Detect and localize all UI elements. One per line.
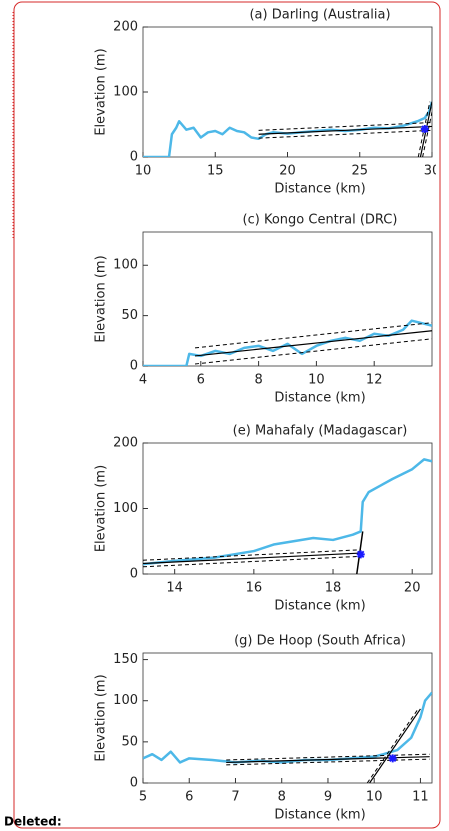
chart-panel: 10 15 20 25 30 0 100 200 (a) Darling (Australia)… [94, 8, 441, 197]
bound-line [194, 338, 432, 365]
x-tick-label: 15 [207, 164, 224, 179]
chart-panel: 4 6 8 10 12 0 50 100 (c) Kongo Central (DRC) Dist… [94, 213, 433, 406]
x-tick-label: 18 [325, 581, 342, 596]
y-tick-label: 0 [130, 359, 138, 374]
elevation-line [143, 691, 432, 764]
plot-data [143, 319, 432, 366]
x-axis-label: Distance (km) [274, 808, 365, 823]
y-tick-label: 50 [121, 734, 138, 749]
break-point [388, 754, 397, 763]
chart-title: (g) De Hoop (South Africa) [234, 634, 406, 649]
bound-line [194, 322, 432, 349]
y-tick-label: 200 [113, 20, 138, 35]
fit-line [369, 708, 421, 783]
chart-panel: 5 6 7 8 9 10 11 0 50 100 150 (g) De Hoop (South Afr… [94, 634, 433, 823]
x-tick-label: 10 [366, 790, 383, 805]
plot-data [143, 458, 432, 574]
bound-line [143, 555, 361, 568]
x-tick-label: 14 [166, 581, 183, 596]
y-axis-label: Elevation (m) [94, 674, 109, 761]
x-axis-label: Distance (km) [274, 599, 365, 614]
elevation-line [143, 319, 432, 366]
bound-line [226, 753, 430, 761]
bound-line [366, 708, 419, 783]
bound-line [258, 129, 432, 139]
x-tick-label: 5 [139, 790, 147, 805]
break-point [420, 125, 429, 134]
y-tick-label: 150 [113, 652, 138, 667]
y-axis-label: Elevation (m) [94, 48, 109, 135]
y-tick-label: 100 [113, 85, 138, 100]
y-tick-label: 100 [113, 258, 138, 273]
x-tick-label: 10 [135, 164, 152, 179]
plot-data [143, 691, 432, 783]
y-tick-label: 0 [130, 776, 138, 791]
bound-line [143, 549, 361, 561]
y-tick-label: 100 [113, 693, 138, 708]
plot-area [142, 652, 433, 784]
plot-area [142, 442, 433, 575]
x-tick-label: 8 [278, 790, 286, 805]
y-tick-label: 200 [113, 436, 138, 451]
chart-title: (a) Darling (Australia) [249, 8, 390, 23]
fit-line [143, 552, 361, 565]
x-tick-label: 30 [424, 164, 441, 179]
y-axis-label: Elevation (m) [94, 255, 109, 342]
x-tick-label: 6 [197, 373, 205, 388]
x-tick-label: 9 [324, 790, 332, 805]
bound-line [258, 122, 432, 131]
elevation-line [143, 458, 432, 566]
plot-area [142, 26, 433, 158]
y-tick-label: 50 [121, 308, 138, 323]
fit-line [194, 330, 432, 357]
x-tick-label: 20 [279, 164, 296, 179]
y-tick-label: 0 [130, 567, 138, 582]
x-tick-label: 25 [351, 164, 368, 179]
x-tick-label: 6 [185, 790, 193, 805]
x-tick-label: 12 [366, 373, 383, 388]
chart-title: (c) Kongo Central (DRC) [243, 213, 398, 228]
x-tick-label: 11 [412, 790, 429, 805]
x-tick-label: 8 [254, 373, 262, 388]
x-tick-label: 16 [246, 581, 263, 596]
change-box [13, 1, 441, 829]
fit-line [258, 125, 432, 135]
x-tick-label: 20 [404, 581, 421, 596]
x-axis-label: Distance (km) [274, 391, 365, 406]
y-tick-label: 0 [130, 150, 138, 165]
plot-area [142, 231, 433, 367]
margin-note: Deleted: [4, 815, 62, 829]
y-axis-label: Elevation (m) [94, 465, 109, 552]
x-axis-label: Distance (km) [274, 182, 365, 197]
break-point [356, 550, 365, 559]
x-tick-label: 4 [139, 373, 147, 388]
plot-data [143, 101, 432, 157]
chart-title: (e) Mahafaly (Madagascar) [233, 424, 408, 439]
x-tick-label: 10 [308, 373, 325, 388]
x-tick-label: 7 [231, 790, 239, 805]
y-tick-label: 100 [113, 501, 138, 516]
